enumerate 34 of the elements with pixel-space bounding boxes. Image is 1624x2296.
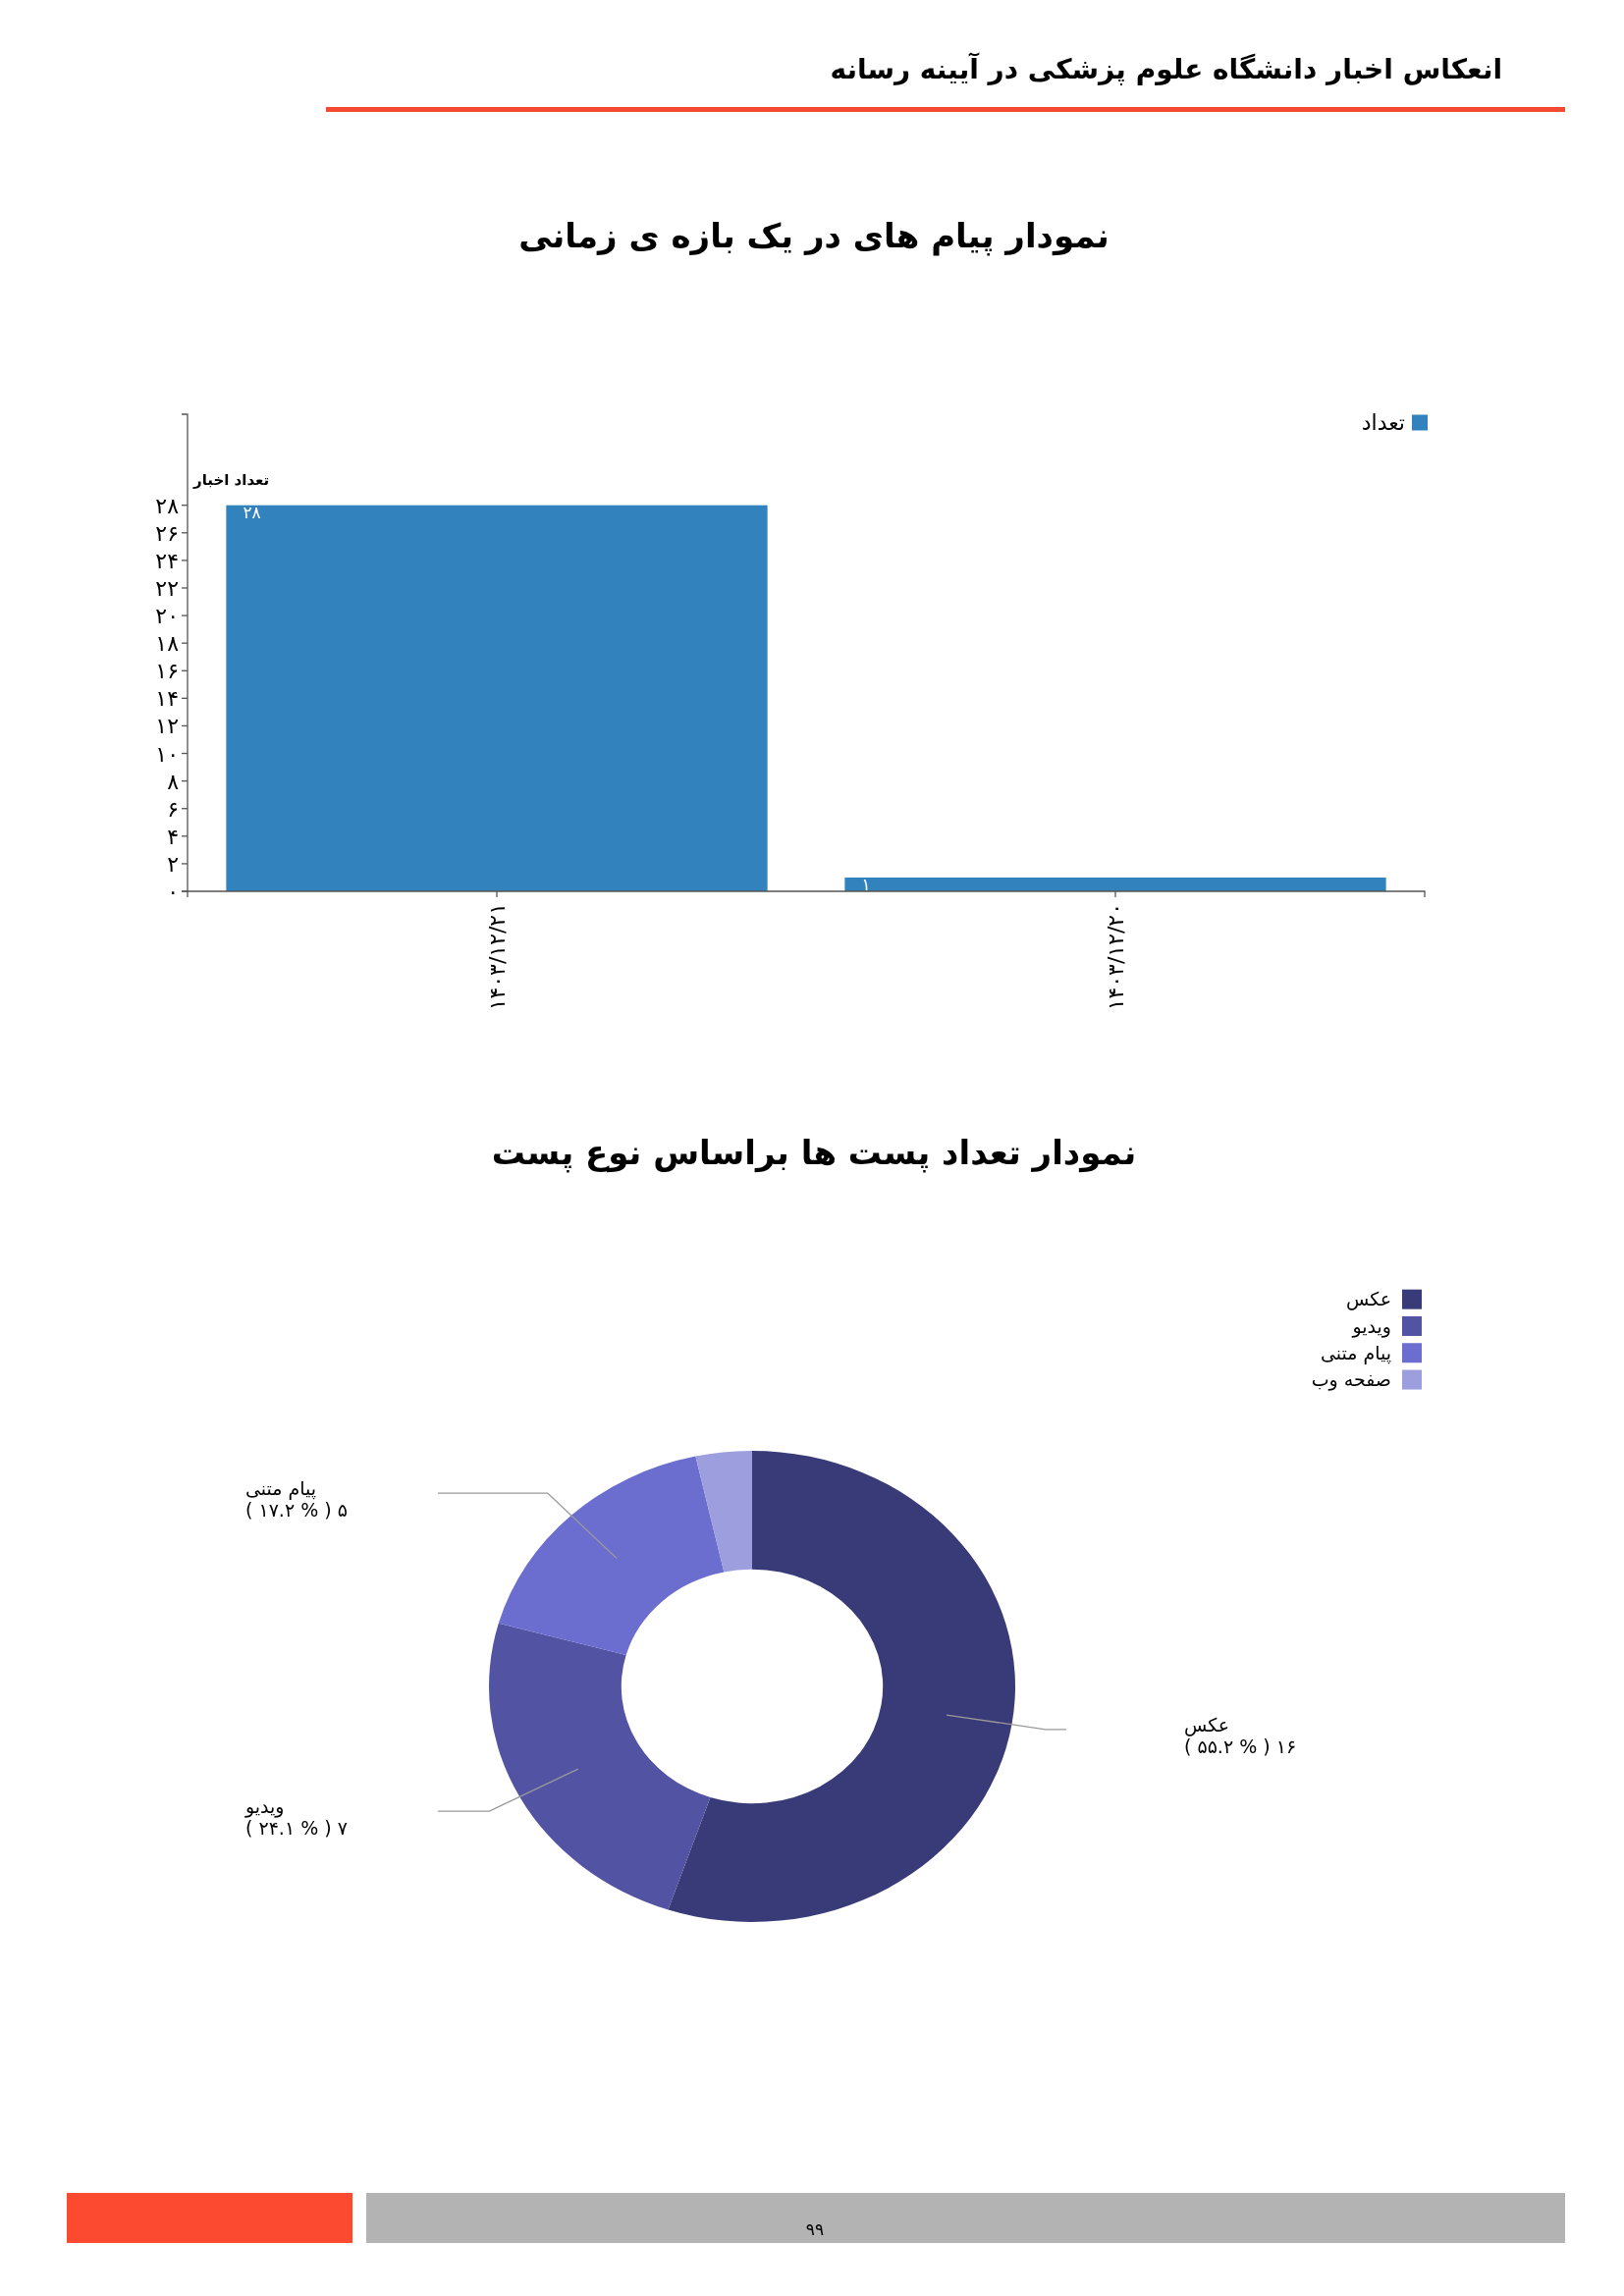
slice-label: ویدیو: [244, 1795, 285, 1819]
slice-label: عکس: [1184, 1713, 1230, 1736]
data-label: ۱: [861, 874, 871, 894]
chart-title: نمودار تعداد پست ها براساس نوع پست: [491, 1133, 1137, 1173]
y-tick-label: ۲۴: [155, 548, 179, 573]
y-tick-label: ۱۲: [155, 714, 179, 739]
x-tick-label: ۱۴۰۳/۱۲/۲۱: [484, 903, 510, 1011]
y-tick-label: ۱۸: [155, 631, 180, 657]
y-tick-label: ۲۰: [155, 604, 179, 629]
slice-label: پیام متنی: [245, 1477, 317, 1501]
legend-label: صفحه وب: [1311, 1368, 1391, 1392]
chart-title: نمودار پیام های در یک بازه ی زمانی: [518, 216, 1110, 256]
text: انعکاس اخبار دانشگاه علوم پزشکی در آیینه رسانه: [830, 52, 1502, 85]
y-tick-label: ۱۴: [155, 686, 179, 712]
legend-label: پیام متنی: [1320, 1341, 1391, 1364]
y-axis-title: تعداد اخبار: [192, 471, 270, 489]
text: ۹۹: [805, 2219, 825, 2239]
y-tick-label: ۱۶: [155, 659, 179, 684]
y-tick-label: ۲۶: [155, 520, 179, 546]
y-tick-label: ۲۸: [155, 493, 180, 518]
legend-label: تعداد: [1361, 410, 1405, 436]
legend-label: عکس: [1345, 1288, 1391, 1311]
y-tick-label: ۲: [167, 851, 179, 877]
y-tick-label: ۰: [167, 880, 179, 904]
data-label: ( ۲۴.۱ % ) ۷: [245, 1817, 348, 1840]
x-tick-label: ۱۴۰۳/۱۲/۲۰: [1103, 903, 1128, 1011]
y-tick-label: ۸: [167, 769, 180, 794]
y-tick-label: ۱۰: [155, 741, 179, 767]
data-label: ( ۱۷.۲ % ) ۵: [245, 1499, 348, 1522]
y-tick-label: ۶: [167, 796, 179, 822]
y-tick-label: ۴: [167, 824, 179, 849]
y-tick-label: ۲۲: [155, 575, 179, 601]
data-label: ۲۸: [243, 502, 261, 522]
legend-label: ویدیو: [1351, 1314, 1391, 1338]
